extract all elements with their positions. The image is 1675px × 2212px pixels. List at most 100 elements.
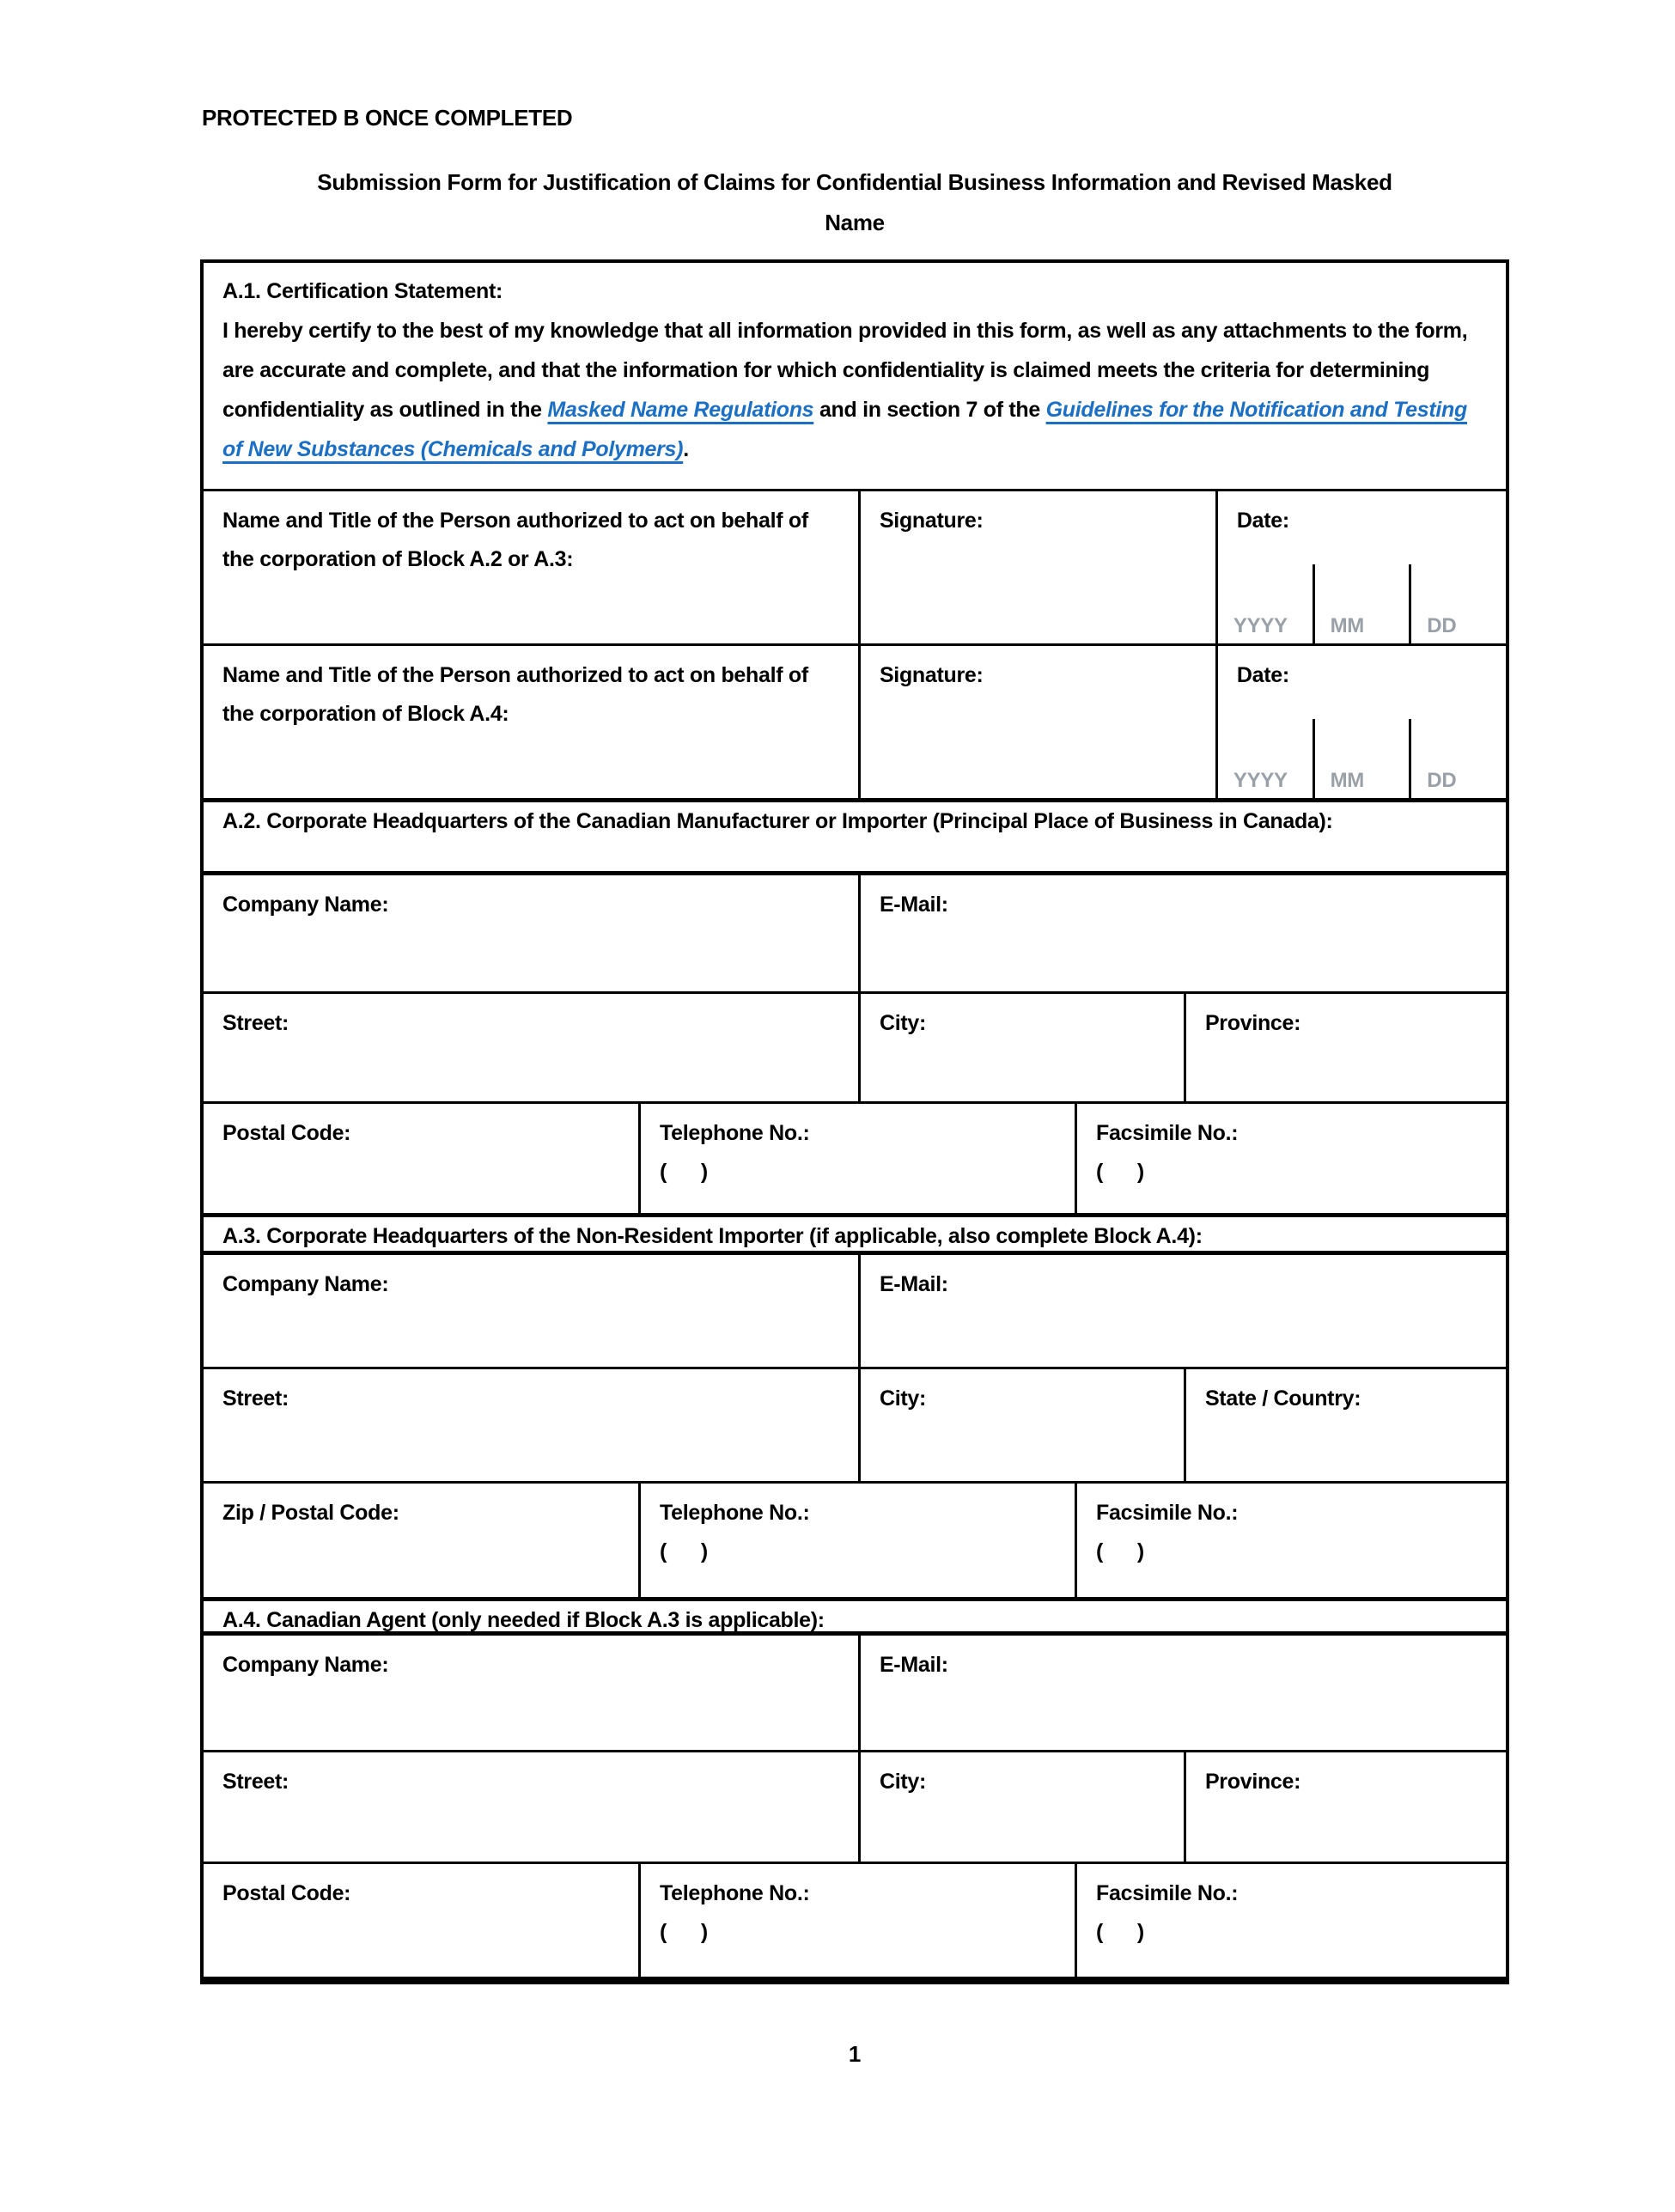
field-label: City:	[879, 1770, 926, 1794]
field-label: E-Mail:	[879, 1272, 948, 1296]
area-code-parens: ( )	[660, 1539, 708, 1563]
date-2-field[interactable]: Date: YYYY MM DD	[1215, 646, 1506, 798]
a1-certification-text: A.1. Certification Statement: I hereby c…	[204, 263, 1506, 489]
a4-row-street: Street: City: Province:	[204, 1750, 1506, 1862]
a4-facsimile-field[interactable]: Facsimile No.: ( )	[1075, 1864, 1506, 1977]
a1-heading: A.1. Certification Statement:	[222, 279, 503, 303]
a3-row-postal: Zip / Postal Code: Telephone No.: ( ) Fa…	[204, 1481, 1506, 1597]
a4-company-name-field[interactable]: Company Name:	[204, 1636, 858, 1750]
a3-city-field[interactable]: City:	[857, 1369, 1184, 1481]
area-code-parens: ( )	[1096, 1920, 1144, 1944]
form-title: Submission Form for Justification of Cla…	[200, 162, 1509, 243]
signature-2-field[interactable]: Signature:	[857, 646, 1215, 798]
field-label: City:	[879, 1386, 926, 1411]
page-number: 1	[848, 2041, 862, 2067]
link-guidelines-new-substances[interactable]: Guidelines for the Notification and Test…	[222, 398, 1467, 461]
area-code-parens: ( )	[1096, 1539, 1144, 1563]
field-label: Telephone No.:	[660, 1501, 810, 1525]
field-label: State / Country:	[1204, 1386, 1361, 1411]
a4-city-field[interactable]: City:	[857, 1752, 1184, 1862]
a2-email-field[interactable]: E-Mail:	[857, 875, 1506, 991]
link-masked-name-regulations[interactable]: Masked Name Regulations	[547, 398, 814, 422]
a3-section-header: A.3. Corporate Headquarters of the Non-R…	[204, 1213, 1506, 1255]
a2-row-street: Street: City: Province:	[204, 991, 1506, 1101]
area-code-parens: ( )	[1096, 1160, 1144, 1184]
field-label: Telephone No.:	[660, 1121, 810, 1145]
a4-section-header: A.4. Canadian Agent (only needed if Bloc…	[204, 1597, 1506, 1636]
mm-hint: MM	[1312, 564, 1410, 643]
field-label: Name and Title of the Person authorized …	[222, 663, 808, 726]
yyyy-hint: YYYY	[1233, 769, 1288, 792]
a2-street-field[interactable]: Street:	[204, 994, 858, 1101]
a2-province-field[interactable]: Province:	[1183, 994, 1506, 1101]
field-label: Telephone No.:	[660, 1881, 810, 1905]
a4-email-field[interactable]: E-Mail:	[857, 1636, 1506, 1750]
authorized-person-a4-field[interactable]: Name and Title of the Person authorized …	[204, 646, 858, 798]
a4-postal-code-field[interactable]: Postal Code:	[204, 1864, 638, 1977]
field-label: E-Mail:	[879, 893, 948, 917]
signature-row-1: Name and Title of the Person authorized …	[204, 489, 1506, 643]
area-code-parens: ( )	[660, 1160, 708, 1184]
field-label: Street:	[222, 1011, 289, 1035]
field-label: Street:	[222, 1386, 289, 1411]
field-label: Facsimile No.:	[1096, 1501, 1239, 1525]
a3-row-street: Street: City: State / Country:	[204, 1367, 1506, 1481]
dd-hint: DD	[1409, 719, 1506, 798]
signature-row-2: Name and Title of the Person authorized …	[204, 643, 1506, 798]
field-label: Signature:	[879, 509, 984, 533]
date-1-field[interactable]: Date: YYYY MM DD	[1215, 491, 1506, 643]
a4-street-field[interactable]: Street:	[204, 1752, 858, 1862]
area-code-parens: ( )	[660, 1920, 708, 1944]
authorized-person-a2-a3-field[interactable]: Name and Title of the Person authorized …	[204, 491, 858, 643]
field-label: Province:	[1204, 1770, 1301, 1794]
field-label: Postal Code:	[222, 1881, 351, 1905]
field-label: Facsimile No.:	[1096, 1121, 1239, 1145]
a3-street-field[interactable]: Street:	[204, 1369, 858, 1481]
a2-facsimile-field[interactable]: Facsimile No.: ( )	[1075, 1104, 1506, 1213]
a4-row-company: Company Name: E-Mail:	[204, 1636, 1506, 1750]
a4-province-field[interactable]: Province:	[1183, 1752, 1506, 1862]
date-parts: YYYY MM DD	[1218, 564, 1506, 643]
a4-row-postal: Postal Code: Telephone No.: ( ) Facsimil…	[204, 1862, 1506, 1977]
a2-postal-code-field[interactable]: Postal Code:	[204, 1104, 638, 1213]
mm-hint: MM	[1312, 719, 1410, 798]
field-label: Province:	[1204, 1011, 1301, 1035]
a2-city-field[interactable]: City:	[857, 994, 1184, 1101]
a1-body-part2: and in section 7 of the	[813, 398, 1046, 422]
form-title-line2: Name	[825, 210, 885, 235]
a3-state-country-field[interactable]: State / Country:	[1183, 1369, 1506, 1481]
field-label: Company Name:	[222, 1653, 389, 1677]
dd-hint: DD	[1409, 564, 1506, 643]
a2-section-header: A.2. Corporate Headquarters of the Canad…	[204, 798, 1506, 875]
field-label: Date:	[1236, 663, 1289, 687]
a3-facsimile-field[interactable]: Facsimile No.: ( )	[1075, 1484, 1506, 1597]
field-label: Date:	[1236, 509, 1289, 533]
field-label: Name and Title of the Person authorized …	[222, 509, 808, 571]
yyyy-hint: YYYY	[1233, 614, 1288, 637]
a2-row-postal: Postal Code: Telephone No.: ( ) Facsimil…	[204, 1101, 1506, 1213]
a3-row-company: Company Name: E-Mail:	[204, 1255, 1506, 1367]
field-label: Zip / Postal Code:	[222, 1501, 399, 1525]
field-label: Signature:	[879, 663, 984, 687]
signature-1-field[interactable]: Signature:	[857, 491, 1215, 643]
protected-banner: PROTECTED B ONCE COMPLETED	[202, 105, 573, 131]
a1-body-part1: I hereby certify to the best of my knowl…	[222, 319, 1468, 422]
field-label: E-Mail:	[879, 1653, 948, 1677]
date-parts: YYYY MM DD	[1218, 719, 1506, 798]
form-table: A.1. Certification Statement: I hereby c…	[200, 259, 1509, 1984]
field-label: Street:	[222, 1770, 289, 1794]
a3-email-field[interactable]: E-Mail:	[857, 1255, 1506, 1367]
a3-telephone-field[interactable]: Telephone No.: ( )	[638, 1484, 1075, 1597]
a1-certification-section: A.1. Certification Statement: I hereby c…	[204, 263, 1506, 489]
field-label: City:	[879, 1011, 926, 1035]
a2-row-company: Company Name: E-Mail:	[204, 875, 1506, 991]
field-label: Postal Code:	[222, 1121, 351, 1145]
a3-zip-postal-code-field[interactable]: Zip / Postal Code:	[204, 1484, 638, 1597]
field-label: Facsimile No.:	[1096, 1881, 1239, 1905]
a4-telephone-field[interactable]: Telephone No.: ( )	[638, 1864, 1075, 1977]
a3-company-name-field[interactable]: Company Name:	[204, 1255, 858, 1367]
a2-telephone-field[interactable]: Telephone No.: ( )	[638, 1104, 1075, 1213]
field-label: Company Name:	[222, 893, 389, 917]
field-label: Company Name:	[222, 1272, 389, 1296]
a2-company-name-field[interactable]: Company Name:	[204, 875, 858, 991]
